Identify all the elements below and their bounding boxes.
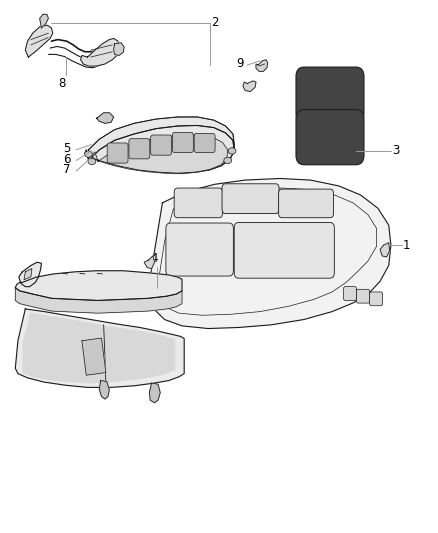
Polygon shape: [82, 338, 106, 375]
Ellipse shape: [224, 157, 232, 164]
FancyBboxPatch shape: [174, 188, 223, 217]
Ellipse shape: [228, 148, 236, 154]
Polygon shape: [243, 81, 256, 92]
Polygon shape: [85, 125, 234, 173]
Polygon shape: [15, 271, 182, 301]
FancyBboxPatch shape: [166, 223, 233, 276]
Polygon shape: [148, 179, 391, 328]
Polygon shape: [15, 288, 182, 313]
Polygon shape: [19, 262, 42, 287]
Ellipse shape: [85, 151, 92, 157]
Polygon shape: [256, 60, 268, 71]
Text: 8: 8: [59, 77, 66, 90]
Polygon shape: [25, 25, 53, 57]
Text: 7: 7: [63, 164, 70, 176]
Polygon shape: [23, 313, 175, 383]
FancyBboxPatch shape: [296, 67, 364, 122]
FancyBboxPatch shape: [151, 135, 172, 155]
Polygon shape: [88, 117, 234, 173]
Ellipse shape: [88, 158, 96, 165]
FancyBboxPatch shape: [343, 287, 357, 301]
Polygon shape: [92, 135, 228, 174]
Polygon shape: [144, 256, 155, 269]
Polygon shape: [15, 309, 184, 387]
FancyBboxPatch shape: [222, 184, 279, 214]
Polygon shape: [40, 14, 48, 28]
FancyBboxPatch shape: [107, 143, 128, 163]
Polygon shape: [149, 383, 160, 403]
Text: 3: 3: [392, 144, 399, 157]
Polygon shape: [96, 113, 114, 123]
Polygon shape: [380, 243, 390, 257]
FancyBboxPatch shape: [173, 132, 193, 152]
FancyBboxPatch shape: [370, 292, 383, 306]
Text: 1: 1: [403, 239, 410, 252]
FancyBboxPatch shape: [279, 189, 333, 217]
Text: 6: 6: [63, 153, 70, 166]
Polygon shape: [114, 43, 124, 55]
Text: 9: 9: [237, 58, 244, 70]
Polygon shape: [88, 117, 234, 160]
Polygon shape: [99, 381, 110, 399]
FancyBboxPatch shape: [129, 139, 150, 159]
FancyBboxPatch shape: [296, 110, 364, 165]
Polygon shape: [24, 269, 32, 280]
Text: 2: 2: [212, 16, 219, 29]
FancyBboxPatch shape: [357, 289, 370, 303]
Polygon shape: [81, 38, 120, 66]
FancyBboxPatch shape: [194, 133, 215, 152]
Text: 5: 5: [63, 142, 70, 155]
FancyBboxPatch shape: [234, 222, 334, 278]
Text: 4: 4: [151, 252, 159, 265]
